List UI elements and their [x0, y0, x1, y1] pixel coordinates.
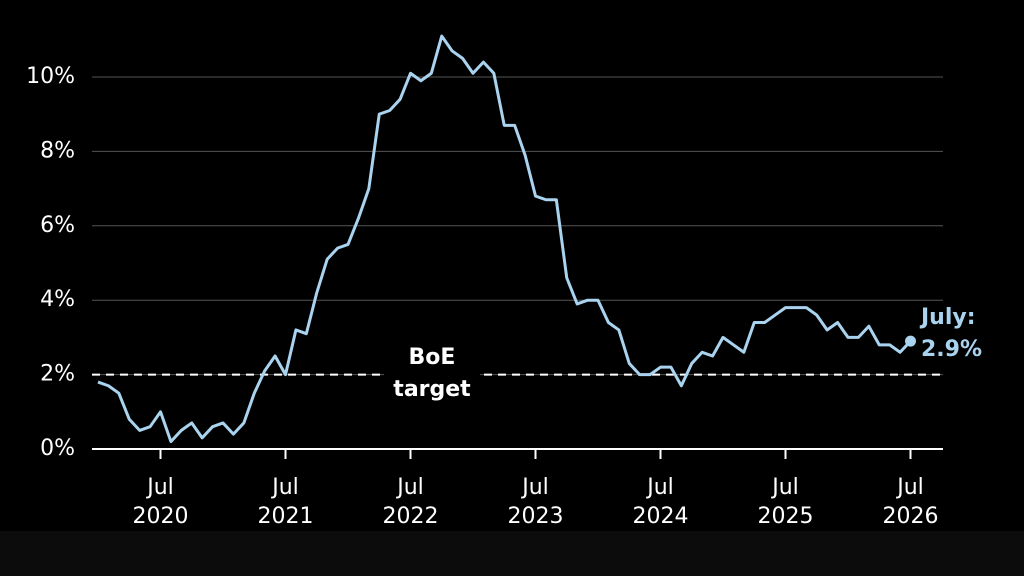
x-tick-label: Jul [770, 475, 799, 500]
x-tick-label: 2026 [883, 504, 939, 529]
data-line [97, 34, 912, 444]
footer-band [0, 531, 1024, 576]
annotation: July: [919, 305, 976, 330]
y-tick-label: 8% [40, 138, 75, 163]
y-tick-label: 6% [40, 213, 75, 238]
target-label: BoE [409, 345, 456, 370]
x-tick-label: Jul [645, 475, 674, 500]
x-tick-label: 2023 [508, 504, 564, 529]
y-tick-label: 10% [26, 64, 75, 89]
target-label-bg [384, 343, 480, 405]
x-tick-label: 2022 [383, 504, 439, 529]
x-tick-label: 2021 [258, 504, 314, 529]
x-tick-label: Jul [395, 475, 424, 500]
end-point [905, 335, 917, 347]
x-tick-label: 2025 [758, 504, 814, 529]
x-tick-label: Jul [270, 475, 299, 500]
annotation: 2.9% [921, 337, 982, 362]
x-tick-label: Jul [520, 475, 549, 500]
x-tick-label: Jul [895, 475, 924, 500]
x-tick-label: Jul [145, 475, 174, 500]
x-tick-label: 2020 [133, 504, 189, 529]
y-tick-label: 2% [40, 362, 75, 387]
target-label: target [393, 377, 471, 402]
y-tick-label: 0% [40, 436, 75, 461]
x-tick-label: 2024 [633, 504, 689, 529]
y-tick-label: 4% [40, 287, 75, 312]
